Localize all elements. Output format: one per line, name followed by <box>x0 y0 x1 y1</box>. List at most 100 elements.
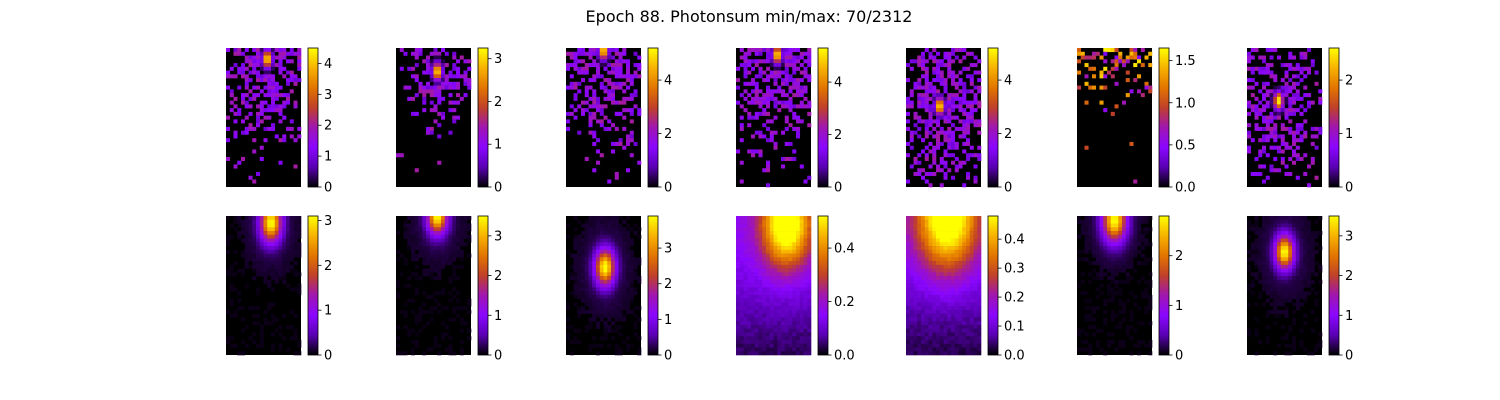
heatmap-cell <box>444 85 449 90</box>
heatmap-cell <box>588 298 593 303</box>
heatmap-cell <box>429 264 434 269</box>
heatmap-cell <box>244 257 249 262</box>
heatmap-cell <box>1084 227 1089 232</box>
heatmap-cell <box>226 309 231 314</box>
heatmap-cell <box>584 231 589 236</box>
heatmap-cell <box>969 223 974 228</box>
heatmap-cell <box>954 156 959 162</box>
heatmap-cell <box>962 257 967 262</box>
heatmap-cell <box>736 272 741 277</box>
heatmap-cell <box>909 302 914 307</box>
heatmap-cell <box>614 216 619 221</box>
heatmap-cell <box>751 134 756 139</box>
heatmap-cell <box>274 279 279 284</box>
heatmap-cell <box>754 111 759 116</box>
heatmap-cell <box>943 175 948 180</box>
heatmap-cell <box>758 321 763 326</box>
heatmap-cell <box>781 302 786 307</box>
heatmap-cell <box>739 160 744 165</box>
heatmap-cell <box>274 272 279 277</box>
heatmap-cell <box>248 175 253 180</box>
heatmap-cell <box>1254 156 1259 162</box>
heatmap-cell <box>1125 246 1130 251</box>
heatmap-cell <box>799 223 804 228</box>
heatmap-cell <box>769 306 774 311</box>
heatmap-cell <box>766 119 771 124</box>
heatmap-cell <box>799 55 804 60</box>
heatmap-cell <box>437 63 442 68</box>
heatmap-cell <box>569 55 574 60</box>
heatmap-cell <box>1295 123 1300 128</box>
heatmap-cell <box>592 287 597 292</box>
heatmap-cell <box>403 219 408 224</box>
heatmap-cell <box>414 93 419 98</box>
heatmap-cell <box>429 130 434 135</box>
heatmap-cell <box>1307 183 1312 188</box>
heatmap-cell <box>1144 55 1149 60</box>
heatmap-cell <box>633 223 638 228</box>
heatmap-cell <box>297 134 302 139</box>
heatmap-cell <box>951 104 956 109</box>
heatmap-cell <box>577 328 582 333</box>
heatmap-cell <box>977 283 982 288</box>
heatmap-cell <box>629 287 634 292</box>
heatmap-cell <box>271 89 276 94</box>
heatmap-cell <box>743 264 748 269</box>
heatmap-cell <box>271 74 276 79</box>
heatmap-cell <box>773 231 778 236</box>
heatmap-cell <box>773 238 778 243</box>
heatmap-cell <box>947 104 952 109</box>
heatmap-cell <box>626 264 631 269</box>
heatmap-cell <box>743 291 748 296</box>
heatmap-cell <box>577 253 582 258</box>
heatmap-cell <box>252 70 257 75</box>
heatmap-cell <box>969 279 974 284</box>
heatmap-cell <box>1140 63 1145 68</box>
heatmap-cell <box>973 100 978 105</box>
heatmap-cell <box>769 231 774 236</box>
heatmap-cell <box>429 59 434 64</box>
heatmap-cell <box>739 317 744 322</box>
heatmap-cell <box>584 108 589 113</box>
heatmap-cell <box>943 276 948 281</box>
heatmap-cell <box>1284 231 1289 236</box>
heatmap-cell <box>278 70 283 75</box>
heatmap-cell <box>928 253 933 258</box>
heatmap-cell <box>1254 216 1259 221</box>
heatmap-cell <box>1099 219 1104 224</box>
heatmap-cell <box>754 264 759 269</box>
heatmap-cell <box>1277 93 1282 98</box>
heatmap-cell <box>1265 134 1270 139</box>
heatmap-cell <box>736 66 741 71</box>
heatmap-cell <box>614 306 619 311</box>
heatmap-cell <box>256 268 261 273</box>
heatmap-cell <box>456 74 461 79</box>
heatmap-cell <box>226 238 231 243</box>
heatmap-cell <box>426 234 431 239</box>
heatmap-cell <box>751 96 756 101</box>
heatmap-cell <box>807 306 812 311</box>
heatmap-cell <box>799 298 804 303</box>
heatmap-cell <box>943 55 948 60</box>
heatmap-cell <box>947 134 952 139</box>
heatmap-cell <box>1118 279 1123 284</box>
heatmap-cell <box>248 89 253 94</box>
heatmap-cell <box>1303 51 1308 56</box>
heatmap-cell <box>274 231 279 236</box>
heatmap-cell <box>1258 238 1263 243</box>
heatmap-cell <box>637 160 642 165</box>
heatmap-cell <box>739 343 744 348</box>
heatmap-cell <box>773 55 778 60</box>
heatmap-cell <box>433 257 438 262</box>
heatmap-cell <box>414 339 419 345</box>
heatmap-cell <box>1299 55 1304 60</box>
heatmap-cell <box>1277 216 1282 221</box>
heatmap-cell <box>1125 328 1130 333</box>
heatmap-cell <box>259 257 264 262</box>
heatmap-cell <box>792 343 797 348</box>
heatmap-cell <box>1140 339 1145 345</box>
heatmap-cell <box>1088 249 1093 254</box>
heatmap-cell <box>754 257 759 262</box>
heatmap-cell <box>252 264 257 269</box>
heatmap-cell <box>924 48 929 53</box>
